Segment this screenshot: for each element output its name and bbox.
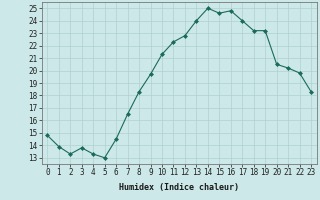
X-axis label: Humidex (Indice chaleur): Humidex (Indice chaleur) xyxy=(119,183,239,192)
